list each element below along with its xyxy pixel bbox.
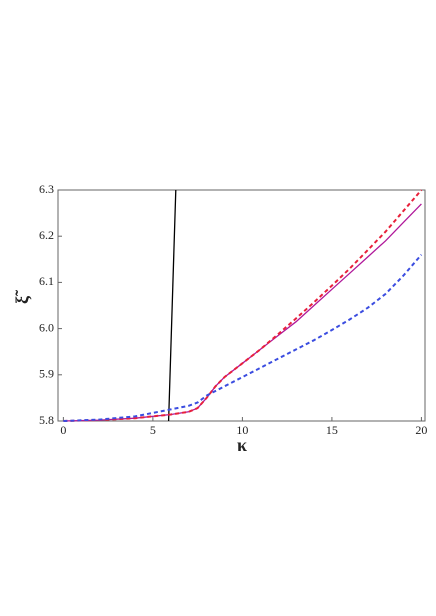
y-tick-label: 6.1 xyxy=(39,274,54,288)
x-tick-label: 20 xyxy=(415,423,427,437)
x-axis-label: κ xyxy=(237,435,247,455)
x-tick-label: 15 xyxy=(326,423,338,437)
x-tick-label: 5 xyxy=(150,423,156,437)
series-line xyxy=(167,189,177,422)
y-tick-label: 6.0 xyxy=(39,320,54,334)
y-tick-label: 5.8 xyxy=(39,413,54,427)
y-tick-label: 5.9 xyxy=(39,367,54,381)
plot-frame xyxy=(57,189,426,422)
x-tick-label: 0 xyxy=(60,423,66,437)
series-line xyxy=(63,203,422,422)
series-line xyxy=(63,189,423,422)
x-tick-label: 10 xyxy=(236,423,248,437)
series-line xyxy=(63,254,423,422)
y-tick-label: 6.3 xyxy=(39,182,54,196)
y-axis-label: ξ̃ xyxy=(12,290,33,304)
y-tick-label: 6.2 xyxy=(39,228,54,242)
